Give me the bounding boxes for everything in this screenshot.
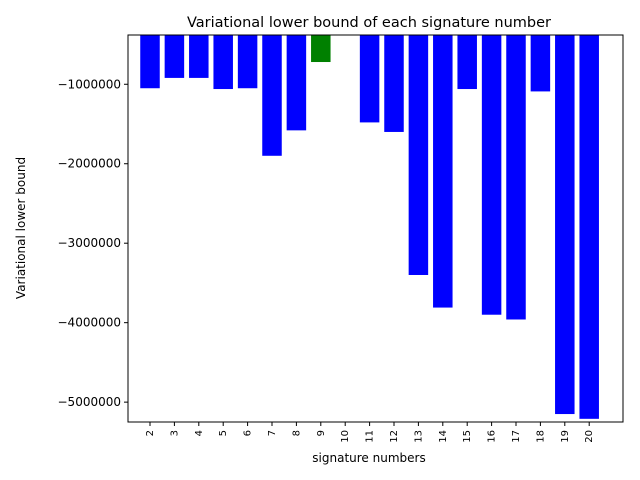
x-tick-label-6: 6 [243, 430, 254, 436]
bar-2 [140, 35, 160, 89]
x-tick-label-8: 8 [291, 430, 302, 436]
x-tick-label-20: 20 [584, 430, 595, 443]
y-axis-label: Variational lower bound [14, 157, 28, 299]
x-tick-label-3: 3 [169, 430, 180, 436]
bar-4 [189, 35, 209, 78]
bars-group [140, 35, 599, 419]
chart-title: Variational lower bound of each signatur… [187, 15, 551, 31]
bar-13 [408, 35, 429, 275]
x-tick-label-18: 18 [535, 430, 546, 443]
y-tick-label-3: −4000000 [58, 316, 122, 330]
bar-7 [262, 35, 282, 156]
x-tick-label-16: 16 [487, 430, 498, 443]
x-tick-label-2: 2 [145, 430, 156, 436]
x-tick-label-13: 13 [413, 430, 424, 443]
bar-5 [213, 35, 233, 90]
bar-12 [384, 35, 404, 132]
bar-11 [359, 35, 380, 123]
bar-16 [481, 35, 502, 315]
x-tick-label-10: 10 [340, 430, 351, 443]
x-tick-label-14: 14 [438, 430, 449, 443]
x-tick-label-15: 15 [462, 430, 473, 443]
bar-18 [530, 35, 551, 92]
x-tick-label-5: 5 [218, 430, 229, 436]
x-axis: 2 3 4 5 6 7 8 9 10 11 12 13 14 15 16 17 18 19 20 [145, 422, 595, 443]
bar-8 [286, 35, 307, 131]
y-tick-label-1: −2000000 [58, 157, 122, 171]
bar-17 [506, 35, 526, 320]
x-tick-label-11: 11 [365, 430, 376, 443]
bar-15 [457, 35, 477, 90]
x-tick-label-17: 17 [511, 430, 522, 443]
axes-frame [127, 34, 624, 423]
bar-6 [237, 35, 258, 89]
bar-14 [433, 35, 453, 308]
x-axis-label: signature numbers [312, 451, 425, 465]
bar-20 [579, 35, 599, 419]
y-tick-label-4: −5000000 [58, 395, 122, 409]
y-tick-label-2: −3000000 [58, 236, 122, 250]
y-tick-label-0: −1000000 [58, 77, 122, 91]
x-tick-label-12: 12 [389, 430, 400, 443]
bar-19 [555, 35, 575, 415]
y-axis: −1000000 −2000000 −3000000 −4000000 −5000000 [58, 77, 128, 409]
x-tick-label-7: 7 [267, 430, 278, 436]
bar-9 [311, 35, 331, 63]
x-tick-label-19: 19 [560, 430, 571, 443]
x-tick-label-4: 4 [194, 430, 205, 436]
x-tick-label-9: 9 [316, 430, 327, 436]
bar-3 [164, 35, 185, 78]
